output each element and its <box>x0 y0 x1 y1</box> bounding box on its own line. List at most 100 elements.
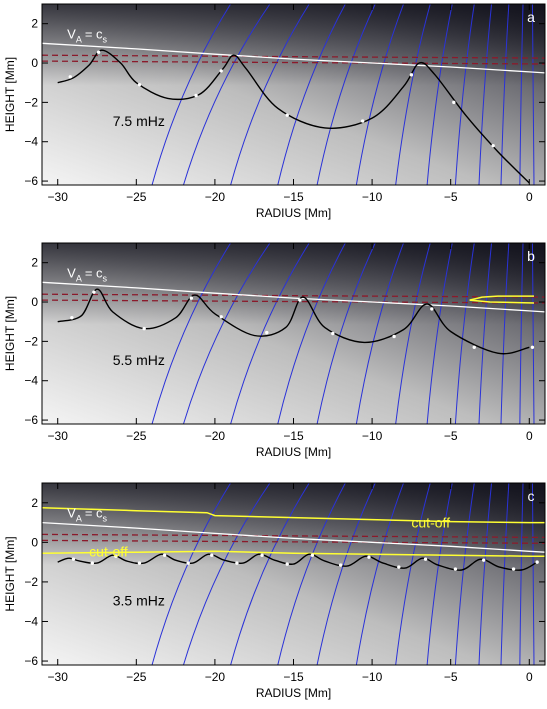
time-marker-dot-1 <box>96 50 101 54</box>
field-line-12 <box>531 4 535 185</box>
dashed-line-0 <box>42 293 545 298</box>
field-line-0 <box>151 243 232 424</box>
field-line-11 <box>519 4 524 185</box>
ray-path <box>57 553 538 571</box>
field-line-1 <box>182 243 271 424</box>
time-marker-dot-4 <box>219 315 223 319</box>
time-marker-dot-7 <box>409 73 414 77</box>
y-tick-label: −2 <box>24 334 38 348</box>
field-line-2 <box>230 4 310 185</box>
x-tick-label: −30 <box>48 429 69 443</box>
ray-path <box>57 49 530 184</box>
time-marker-dot-16 <box>481 558 486 562</box>
time-marker-dot-6 <box>210 553 214 557</box>
time-marker-dot-13 <box>397 565 401 569</box>
field-line-0 <box>151 483 232 665</box>
vac-line <box>42 42 545 74</box>
time-marker-dot-3 <box>137 561 142 565</box>
field-line-1 <box>182 4 271 185</box>
time-marker-dot-11 <box>338 563 343 567</box>
time-marker-dot-9 <box>430 307 434 311</box>
x-tick-label: −20 <box>205 190 226 204</box>
plot-area <box>42 4 545 185</box>
time-marker-dot-5 <box>186 561 190 565</box>
field-line-12 <box>531 483 535 665</box>
cut-off-line-1 <box>469 299 535 304</box>
cut-off-line-0 <box>42 506 545 524</box>
ray-path <box>57 288 530 355</box>
x-tick-label: −15 <box>283 429 304 443</box>
x-tick-label: −20 <box>205 429 226 443</box>
field-line-9 <box>478 483 493 665</box>
time-marker-dot-11 <box>530 345 535 349</box>
field-line-9 <box>478 4 493 185</box>
field-line-10 <box>500 4 510 185</box>
time-marker-dot-9 <box>285 562 289 566</box>
field-line-12 <box>531 243 535 424</box>
y-tick-label: −6 <box>24 413 38 427</box>
dashed-line-1 <box>42 539 545 544</box>
field-line-5 <box>355 243 404 424</box>
y-tick-label: 0 <box>31 295 38 309</box>
time-marker-dot-2 <box>142 326 146 331</box>
x-tick-label: −20 <box>205 670 226 684</box>
vac-annotation: VA = cs <box>67 26 107 44</box>
time-marker-dot-17 <box>511 567 516 571</box>
time-marker-dot-1 <box>90 561 95 565</box>
y-tick-label: −2 <box>24 95 38 109</box>
field-line-8 <box>454 243 475 424</box>
time-marker-dot-8 <box>392 334 396 339</box>
x-axis-label: RADIUS [Mm] <box>256 686 331 700</box>
time-marker-dot-1 <box>92 290 96 294</box>
field-line-2 <box>230 243 310 424</box>
y-axis-label: HEIGHT [Mm] <box>3 536 17 611</box>
time-marker-dot-3 <box>194 93 198 98</box>
time-marker-dot-5 <box>285 113 289 117</box>
time-marker-dot-0 <box>68 75 72 79</box>
time-marker-dot-10 <box>310 553 315 557</box>
y-tick-label: −4 <box>24 135 38 149</box>
time-marker-dot-18 <box>535 560 539 564</box>
field-line-4 <box>316 4 376 185</box>
time-marker-dot-14 <box>423 557 428 561</box>
cut-off-label-1: cut-off <box>89 543 128 559</box>
cut-off-label-0: cut-off <box>411 515 450 531</box>
field-line-7 <box>426 483 453 665</box>
dashed-line-1 <box>42 60 545 65</box>
time-marker-dot-2 <box>137 82 142 87</box>
atmosphere-shading <box>42 4 545 185</box>
field-line-4 <box>316 243 376 424</box>
time-marker-dot-8 <box>452 100 456 105</box>
field-line-7 <box>426 4 453 185</box>
panel-letter: c <box>528 488 535 504</box>
time-marker-dot-0 <box>70 316 74 320</box>
time-marker-dot-7 <box>331 331 335 336</box>
field-line-5 <box>355 4 404 185</box>
y-axis-label: HEIGHT [Mm] <box>3 57 17 132</box>
time-marker-dot-0 <box>71 557 76 561</box>
x-tick-label: −5 <box>444 429 458 443</box>
time-marker-dot-7 <box>235 561 239 565</box>
frequency-label: 3.5 mHz <box>113 593 165 609</box>
field-line-9 <box>478 243 493 424</box>
field-line-6 <box>395 4 431 185</box>
field-line-0 <box>151 4 232 185</box>
y-tick-label: 2 <box>31 256 38 270</box>
vac-annotation: VA = cs <box>67 506 107 524</box>
field-line-3 <box>277 4 346 185</box>
y-tick-label: 0 <box>31 535 38 549</box>
field-line-7 <box>426 243 453 424</box>
x-tick-label: −25 <box>126 429 147 443</box>
x-tick-label: −15 <box>283 190 304 204</box>
time-marker-dot-6 <box>360 119 365 123</box>
y-tick-label: −4 <box>24 374 38 388</box>
time-marker-dot-3 <box>189 296 194 300</box>
time-marker-dot-9 <box>491 143 495 148</box>
x-tick-label: 0 <box>526 670 533 684</box>
time-marker-dot-4 <box>219 69 223 73</box>
field-line-3 <box>277 243 346 424</box>
field-line-4 <box>316 483 376 665</box>
cut-off-line-1 <box>42 550 545 557</box>
time-marker-dot-8 <box>260 553 264 557</box>
